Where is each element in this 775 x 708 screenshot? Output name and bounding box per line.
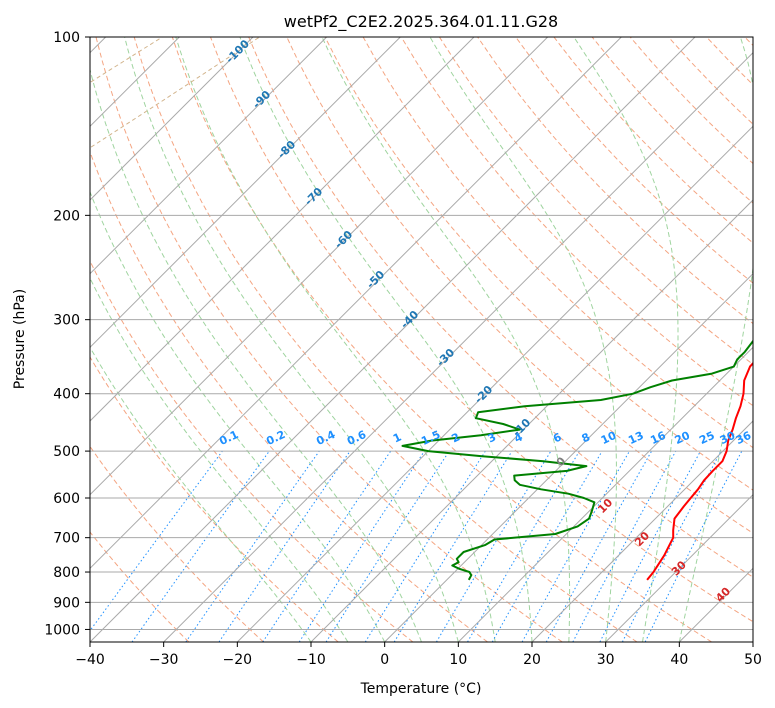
y-tick-label: 300	[53, 313, 80, 329]
dry-adiabat	[324, 37, 753, 491]
isotherm-line	[163, 51, 753, 642]
mixing-ratio-line	[393, 450, 513, 642]
mixing-ratio-line	[644, 450, 743, 642]
chart-title: wetPf2_C2E2.2025.364.01.11.G28	[284, 12, 558, 32]
mixing-ratio-label: 13	[626, 429, 645, 447]
dry-adiabat	[133, 37, 638, 642]
dry-adiabat	[171, 37, 712, 642]
isotherm-line	[90, 37, 254, 201]
mixing-ratio-line	[298, 450, 425, 642]
x-tick-label: −40	[75, 652, 105, 668]
mixing-ratio-line	[218, 450, 351, 642]
x-tick-label: −30	[149, 652, 179, 668]
dry-adiabat	[90, 445, 264, 642]
y-tick-label: 700	[53, 531, 80, 547]
x-tick-label: 50	[744, 652, 762, 668]
mixing-ratio-line	[521, 450, 630, 642]
mixing-ratio-label: 36	[734, 429, 754, 447]
mixing-ratio-label: 25	[697, 429, 716, 447]
plot-frame	[89, 36, 754, 643]
y-tick-label: 500	[53, 444, 80, 460]
isotherm-line	[90, 37, 401, 349]
isotherm-line	[90, 37, 622, 570]
dry-adiabat	[90, 150, 488, 642]
dry-adiabat	[515, 37, 753, 284]
y-tick-label: 600	[53, 491, 80, 507]
isotherm-line	[384, 272, 753, 642]
x-tick-label: 20	[523, 652, 541, 668]
isotherm-line	[236, 125, 753, 642]
isotherm-line	[90, 37, 696, 642]
mixing-ratio-line	[262, 450, 392, 642]
mixing-ratio-line	[185, 450, 320, 642]
dry-adiabat	[400, 37, 753, 407]
x-tick-label: 10	[449, 652, 467, 668]
isotherm-line	[310, 199, 753, 642]
y-tick-label: 1000	[44, 622, 80, 638]
isotherm-line	[90, 37, 549, 496]
y-tick-label: 900	[53, 595, 80, 611]
isotherm-line	[605, 493, 753, 642]
isotherm-line	[90, 37, 475, 422]
moist-adiabat	[175, 37, 496, 642]
dry-adiabat	[210, 37, 753, 623]
x-axis: −40 −30 −20 −10 0 10 20 30 40 50	[75, 642, 762, 668]
grid-lines	[90, 37, 753, 642]
mixing-ratio-line	[572, 450, 677, 642]
temperature-line	[646, 361, 753, 581]
moist-adiabat	[321, 37, 571, 642]
moist-adiabat	[573, 37, 679, 642]
mixing-ratio-label: 10	[599, 429, 619, 447]
moist-adiabat	[429, 37, 617, 642]
mixing-ratio-line	[131, 450, 270, 642]
mixing-ratio-line	[325, 450, 450, 642]
dry-adiabat	[95, 37, 563, 642]
mixing-ratio-label: 20	[673, 429, 693, 447]
dry-adiabat	[90, 356, 339, 642]
mixing-ratio-label: 16	[648, 429, 668, 447]
y-axis-label: Pressure (hPa)	[12, 289, 28, 389]
dry-adiabat	[248, 37, 753, 578]
x-tick-label: 40	[670, 652, 688, 668]
dry-adiabat	[90, 531, 190, 642]
isotherm-line	[531, 420, 753, 642]
y-tick-label: 200	[53, 208, 80, 224]
moist-adiabat	[90, 277, 349, 642]
x-tick-label: −10	[296, 652, 326, 668]
x-axis-label: Temperature (°C)	[360, 681, 482, 697]
dewpoint-line	[401, 272, 753, 581]
background-lines	[90, 37, 753, 642]
dry-adiabat	[438, 37, 753, 366]
y-tick-label: 800	[53, 565, 80, 581]
mixing-ratio-line	[90, 450, 223, 632]
x-tick-label: 30	[597, 652, 615, 668]
y-tick-label: 100	[53, 30, 80, 46]
x-tick-label: 0	[380, 652, 389, 668]
isotherm-line	[457, 346, 753, 642]
moist-adiabat	[90, 67, 422, 642]
isotherm-line	[90, 37, 328, 275]
moist-adiabat	[124, 37, 459, 642]
y-tick-label: 400	[53, 387, 80, 403]
moist-adiabat	[90, 190, 386, 642]
moist-adiabat	[239, 37, 533, 642]
mixing-ratio-line	[545, 450, 653, 642]
y-axis: 100 200 300 400 500 600 700 800 900 1000	[44, 30, 90, 638]
moist-adiabat	[678, 37, 753, 642]
x-tick-label: −20	[223, 652, 253, 668]
sounding-series	[401, 272, 753, 581]
mixing-ratio-label: 30	[718, 429, 738, 447]
